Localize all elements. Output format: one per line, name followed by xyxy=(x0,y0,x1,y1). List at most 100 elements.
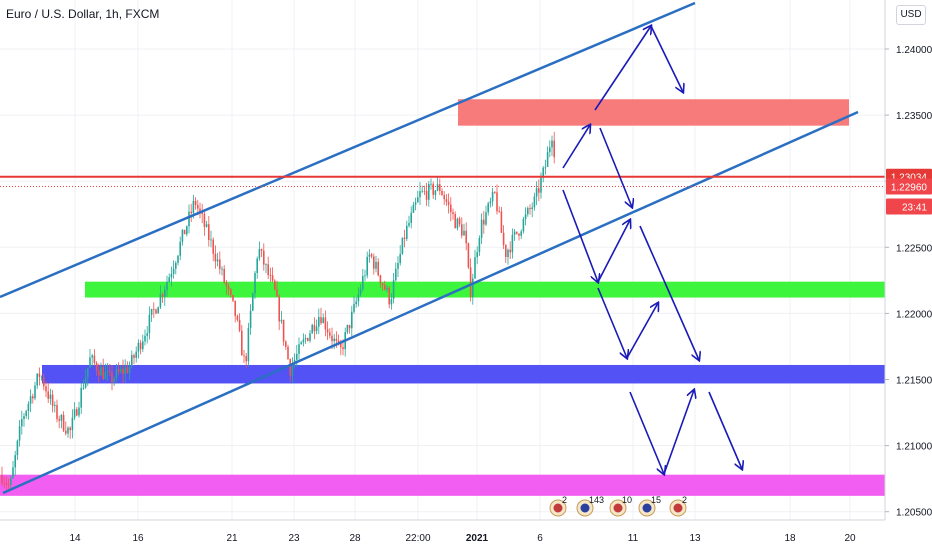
candle-body xyxy=(157,307,159,314)
candle-body xyxy=(478,237,481,253)
candle-body xyxy=(159,294,162,308)
candle-body xyxy=(434,190,437,195)
candle-body xyxy=(280,319,283,322)
candle-body xyxy=(436,184,439,191)
candle-body xyxy=(146,333,148,336)
candle-body xyxy=(511,234,514,253)
candle-body xyxy=(289,359,291,376)
candle-body xyxy=(51,394,54,406)
candle-body xyxy=(357,294,360,302)
candle-body xyxy=(223,268,225,283)
candle-body xyxy=(177,255,179,263)
candle-body xyxy=(335,338,338,341)
candle-body xyxy=(91,355,93,358)
candle-body xyxy=(258,249,261,259)
candle-body xyxy=(274,280,276,290)
candle-body xyxy=(230,289,232,295)
candle-body xyxy=(390,298,393,305)
candle-body xyxy=(452,212,454,215)
candle-body xyxy=(381,283,384,286)
candle-body xyxy=(463,230,465,236)
candle-body xyxy=(190,211,192,214)
candle-body xyxy=(505,244,507,258)
candle-body xyxy=(43,376,45,387)
candle-body xyxy=(170,273,173,278)
candle-body xyxy=(439,184,441,191)
candle-body xyxy=(73,409,76,418)
candle-body xyxy=(135,351,137,358)
candle-body xyxy=(144,335,146,342)
candle-body xyxy=(115,369,118,379)
candle-body xyxy=(29,396,32,404)
candle-body xyxy=(247,327,250,362)
candle-body xyxy=(454,214,456,229)
candle-body xyxy=(318,317,320,327)
time-axis xyxy=(0,520,932,550)
candle-body xyxy=(7,484,10,486)
candle-body xyxy=(373,256,375,269)
channel-lower-line xyxy=(2,110,859,495)
candle-body xyxy=(320,317,322,324)
candle-body xyxy=(181,229,184,242)
candle-body xyxy=(256,258,258,273)
x-tick-label: 13 xyxy=(689,533,701,544)
price-axis xyxy=(885,0,932,550)
candle-body xyxy=(21,419,23,427)
projection-arrow xyxy=(626,303,658,359)
candle-body xyxy=(194,200,197,206)
candle-body xyxy=(87,367,89,378)
candle-body xyxy=(236,316,239,320)
currency-badge[interactable]: USD xyxy=(896,5,926,25)
candle-body xyxy=(243,355,245,357)
candle-body xyxy=(58,419,60,421)
candle-body xyxy=(353,304,355,312)
candle-body xyxy=(216,259,219,262)
candle-body xyxy=(425,190,428,200)
candle-body xyxy=(1,475,3,484)
candle-body xyxy=(54,405,56,406)
candle-body xyxy=(441,190,443,196)
candle-body xyxy=(142,341,144,350)
candle-body xyxy=(326,329,329,333)
candle-body xyxy=(447,201,450,205)
candle-body xyxy=(309,333,311,341)
candle-body xyxy=(535,188,538,197)
x-tick-label: 23 xyxy=(288,533,300,544)
candle-body xyxy=(379,275,382,284)
candle-body xyxy=(304,338,307,340)
candle-body xyxy=(551,140,553,148)
candle-body xyxy=(208,224,210,241)
candle-body xyxy=(364,275,366,277)
x-tick-label: 2021 xyxy=(466,533,489,544)
candle-body xyxy=(137,342,140,352)
candle-body xyxy=(487,203,489,213)
candle-body xyxy=(124,367,126,374)
candle-body xyxy=(238,319,241,331)
projection-arrow xyxy=(599,127,632,207)
projection-arrow xyxy=(562,189,598,282)
candle-body xyxy=(23,416,25,420)
event-us-count: 2 xyxy=(562,495,567,505)
candle-body xyxy=(36,373,38,386)
last-price-box xyxy=(886,178,932,195)
candle-body xyxy=(355,301,357,305)
candle-body xyxy=(401,237,404,254)
candle-body xyxy=(298,344,300,354)
candle-body xyxy=(472,278,474,297)
candle-body xyxy=(377,261,379,276)
x-tick-label: 18 xyxy=(784,533,796,544)
candle-body xyxy=(456,218,459,229)
candle-body xyxy=(375,261,377,269)
candle-body xyxy=(89,357,91,368)
candle-body xyxy=(71,417,74,431)
projection-arrow xyxy=(639,225,699,360)
projection-arrow xyxy=(597,220,630,283)
candle-body xyxy=(40,376,43,378)
candle-body xyxy=(388,287,390,305)
candle-body xyxy=(69,427,71,431)
candle-body xyxy=(245,356,247,362)
candle-body xyxy=(113,378,115,383)
candle-body xyxy=(461,224,463,236)
